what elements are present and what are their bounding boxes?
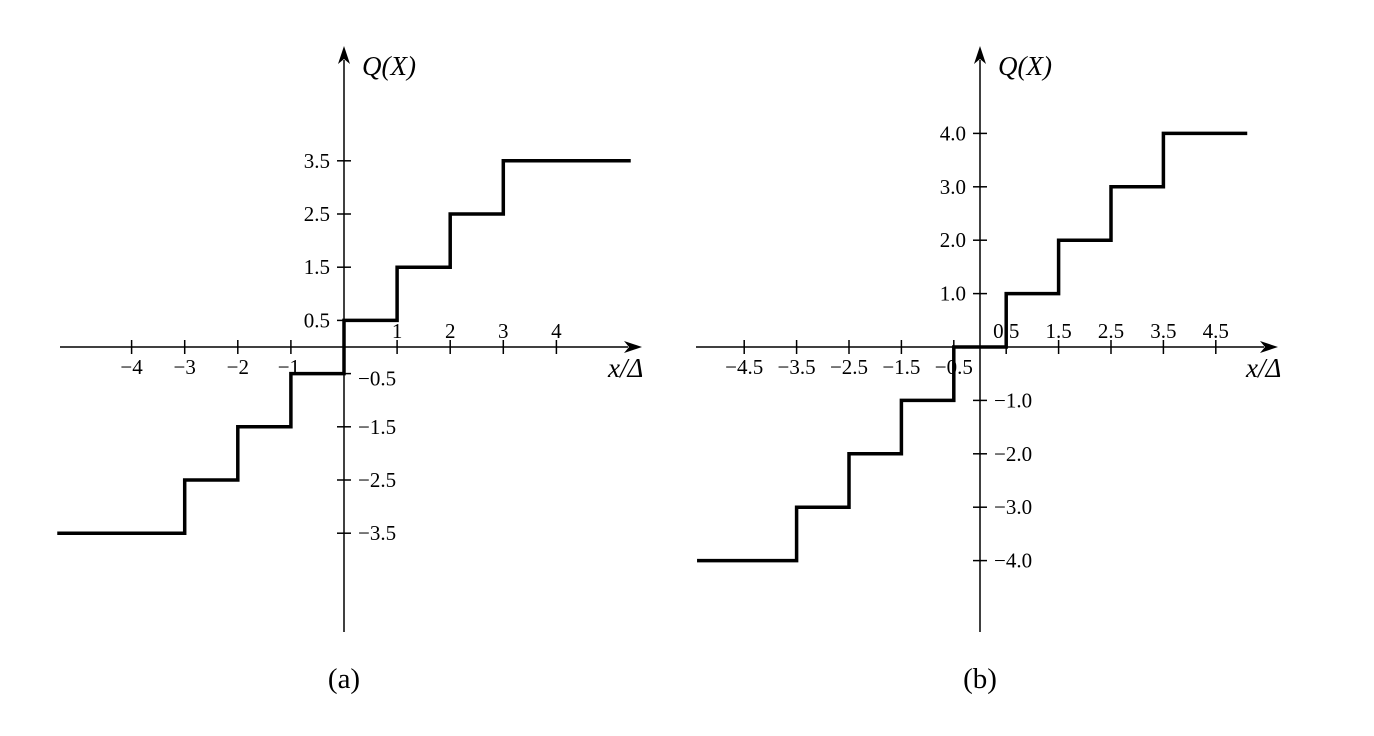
panel-a: −4 −3 −2 −1 1 2 3 4 3.5 2.5 1.5 0.5 −0.5 −1.5 −2.5 −3.5… bbox=[57, 46, 643, 695]
x-tick-label: 4.5 bbox=[1203, 319, 1229, 343]
y-tick-label: −1.5 bbox=[358, 415, 396, 439]
y-tick-label: −2.5 bbox=[358, 468, 396, 492]
x-axis-arrowhead bbox=[1260, 341, 1278, 353]
y-tick-label: −0.5 bbox=[358, 367, 396, 391]
y-axis-arrowhead bbox=[338, 46, 350, 64]
x-tick-label: −1.5 bbox=[882, 355, 920, 379]
x-tick-label: 1.5 bbox=[1045, 319, 1071, 343]
x-tick-label: −4.5 bbox=[725, 355, 763, 379]
x-tick-label: −3.5 bbox=[778, 355, 816, 379]
panel-caption: (b) bbox=[963, 663, 997, 695]
y-axis-title: Q(X) bbox=[998, 51, 1052, 81]
x-tick-label: 4 bbox=[551, 319, 562, 343]
x-tick-label: 2 bbox=[445, 319, 456, 343]
x-tick-label: −2.5 bbox=[830, 355, 868, 379]
x-tick-label: 3.5 bbox=[1150, 319, 1176, 343]
step-series bbox=[57, 159, 631, 535]
y-tick-label: −3.0 bbox=[994, 495, 1032, 519]
x-tick-label: 2.5 bbox=[1098, 319, 1124, 343]
y-tick-label: 2.5 bbox=[304, 202, 330, 226]
y-tick-label: −3.5 bbox=[358, 521, 396, 545]
step-series bbox=[697, 131, 1248, 563]
panel-b: −4.5 −3.5 −2.5 −1.5 −0.5 0.5 1.5 2.5 3.5 4.5 4.0 3.… bbox=[696, 46, 1281, 695]
y-tick-label: 1.5 bbox=[304, 255, 330, 279]
y-tick-label: 3.0 bbox=[940, 175, 966, 199]
y-tick-label: 2.0 bbox=[940, 228, 966, 252]
x-tick-label: 1 bbox=[392, 319, 403, 343]
x-axis-title: x/Δ bbox=[1245, 353, 1281, 383]
panel-caption: (a) bbox=[328, 663, 360, 695]
y-axis-arrowhead bbox=[974, 46, 986, 64]
x-tick-label: −4 bbox=[120, 355, 143, 379]
y-tick-label: 1.0 bbox=[940, 282, 966, 306]
y-tick-label: 4.0 bbox=[940, 121, 966, 145]
x-tick-label: −1 bbox=[278, 355, 300, 379]
y-axis-title: Q(X) bbox=[362, 51, 416, 81]
y-tick-label: −2.0 bbox=[994, 442, 1032, 466]
y-tick-label: −1.0 bbox=[994, 388, 1032, 412]
x-axis-arrowhead bbox=[624, 341, 642, 353]
x-tick-label: −2 bbox=[227, 355, 249, 379]
x-tick-label: 3 bbox=[498, 319, 509, 343]
x-tick-label: −0.5 bbox=[935, 355, 973, 379]
x-tick-label: −3 bbox=[174, 355, 196, 379]
y-tick-label: −4.0 bbox=[994, 549, 1032, 573]
x-tick-label: 0.5 bbox=[993, 319, 1019, 343]
x-axis-title: x/Δ bbox=[607, 353, 643, 383]
y-tick-label: 0.5 bbox=[304, 308, 330, 332]
y-tick-label: 3.5 bbox=[304, 149, 330, 173]
